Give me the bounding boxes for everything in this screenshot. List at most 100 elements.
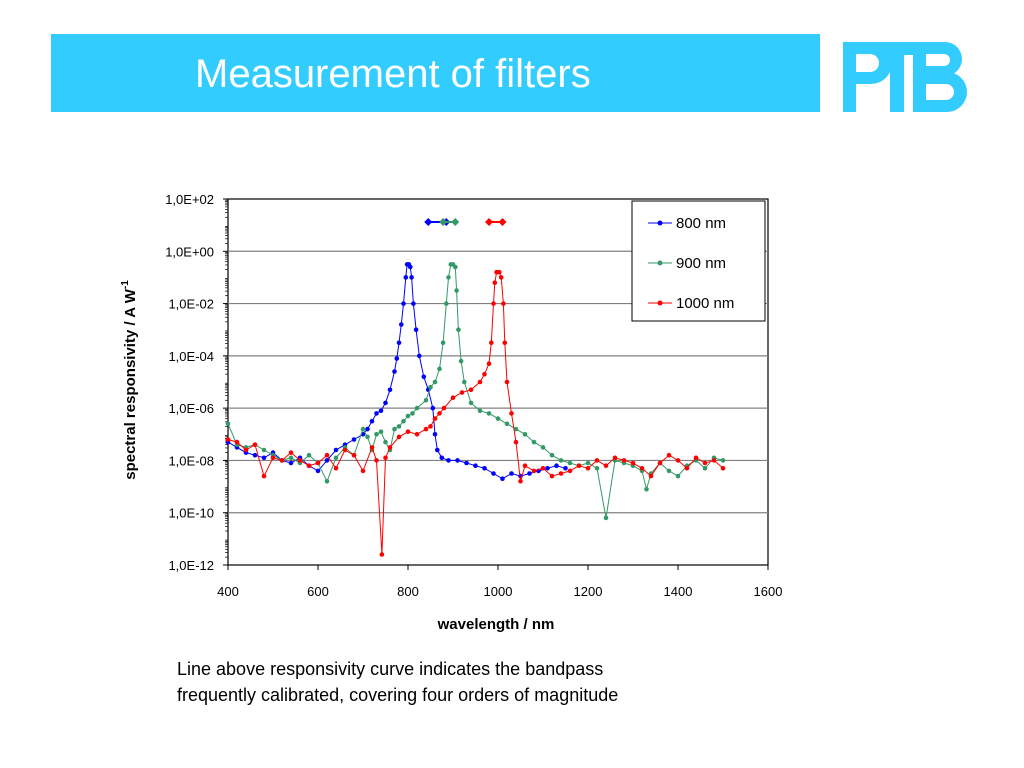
data-point	[324, 479, 330, 484]
data-point	[477, 408, 483, 414]
data-point	[440, 340, 446, 346]
data-point	[495, 416, 501, 421]
data-point	[576, 463, 582, 469]
data-point	[491, 471, 496, 476]
legend-label: 800 nm	[676, 215, 726, 232]
bandpass-line	[439, 218, 460, 226]
bandpass-lines	[424, 218, 507, 226]
data-point	[421, 374, 427, 380]
data-point	[369, 445, 375, 450]
bandpass-end-marker	[439, 218, 448, 226]
data-point	[387, 445, 393, 450]
data-point	[545, 466, 550, 471]
data-point	[549, 473, 555, 479]
data-point	[374, 411, 379, 416]
data-point	[405, 413, 411, 419]
data-point	[396, 340, 402, 346]
data-point	[455, 458, 460, 463]
data-point	[612, 455, 618, 461]
data-point	[477, 379, 483, 385]
data-point	[315, 468, 321, 474]
data-point	[396, 424, 402, 429]
series-1000-nm	[225, 269, 726, 557]
data-point	[437, 411, 442, 416]
data-point	[432, 416, 438, 421]
y-tick-label: 1,0E-02	[168, 297, 214, 312]
data-point	[279, 458, 285, 463]
data-point	[333, 447, 339, 453]
data-point	[399, 322, 404, 327]
y-axis-ticks: 1,0E-12 1,0E-10 1,0E-08 1,0E-06 1,0E-04 1,0E-…	[165, 192, 228, 573]
data-point	[441, 405, 447, 411]
slide-title: Measurement of filters	[195, 52, 591, 96]
caption-line-2: frequently calibrated, covering four ord…	[177, 685, 619, 705]
data-point	[360, 468, 366, 474]
data-point	[423, 398, 429, 403]
data-point	[401, 301, 406, 306]
data-point	[693, 455, 699, 461]
data-point	[417, 353, 422, 359]
x-tick-label: 800	[397, 584, 419, 599]
data-point	[411, 301, 416, 306]
data-point	[486, 361, 492, 367]
data-point	[360, 426, 366, 432]
data-point	[684, 466, 690, 471]
legend-label: 1000 nm	[676, 295, 734, 312]
data-point	[558, 458, 564, 463]
data-point	[288, 455, 294, 461]
data-point	[554, 463, 559, 469]
data-point	[333, 466, 339, 471]
data-point	[428, 384, 433, 390]
y-tick-label: 1,0E-04	[168, 349, 214, 364]
data-point	[392, 369, 397, 374]
data-point	[644, 486, 649, 492]
data-point	[702, 466, 708, 471]
data-point	[297, 458, 303, 463]
data-point	[464, 460, 469, 466]
data-point	[585, 460, 591, 466]
data-point	[509, 411, 514, 416]
y-axis-label: spectral responsivity / A W	[122, 288, 139, 479]
data-point	[428, 424, 433, 429]
y-axis-label-group: spectral responsivity / A W-1	[120, 280, 139, 480]
data-point	[423, 426, 429, 432]
data-point	[513, 426, 519, 432]
data-point	[500, 476, 505, 482]
data-point	[225, 437, 231, 442]
data-point	[473, 463, 478, 469]
data-point	[567, 468, 573, 474]
data-point	[369, 418, 375, 424]
x-axis-ticks: 400 600 800 1000 1200 1400 1600	[217, 565, 782, 599]
data-point	[365, 426, 370, 432]
data-point	[603, 515, 609, 521]
data-point	[306, 452, 312, 458]
data-point	[594, 458, 600, 463]
data-point	[324, 458, 330, 463]
data-point	[306, 463, 312, 469]
data-point	[621, 458, 627, 463]
title-bar	[51, 34, 820, 112]
data-point	[342, 447, 348, 453]
ptb-logo	[843, 42, 967, 112]
data-point	[252, 442, 258, 448]
data-point	[657, 460, 663, 466]
data-point	[430, 405, 436, 411]
legend-item: 800 nm	[648, 215, 726, 232]
x-axis-label: wavelength / nm	[437, 616, 555, 633]
data-point	[379, 552, 385, 557]
data-point	[450, 395, 456, 401]
data-point	[432, 379, 438, 385]
data-point	[435, 447, 440, 453]
data-point	[720, 458, 726, 463]
data-point	[261, 455, 267, 461]
svg-text:spectral responsivity / A W-1: spectral responsivity / A W-1	[120, 280, 139, 480]
data-point	[501, 301, 506, 306]
data-point	[563, 466, 568, 471]
data-point	[502, 340, 508, 346]
x-tick-label: 1600	[754, 584, 783, 599]
data-point	[486, 411, 492, 416]
data-point	[408, 264, 413, 270]
data-point	[374, 432, 379, 437]
data-point	[504, 379, 510, 385]
data-point	[410, 411, 415, 416]
